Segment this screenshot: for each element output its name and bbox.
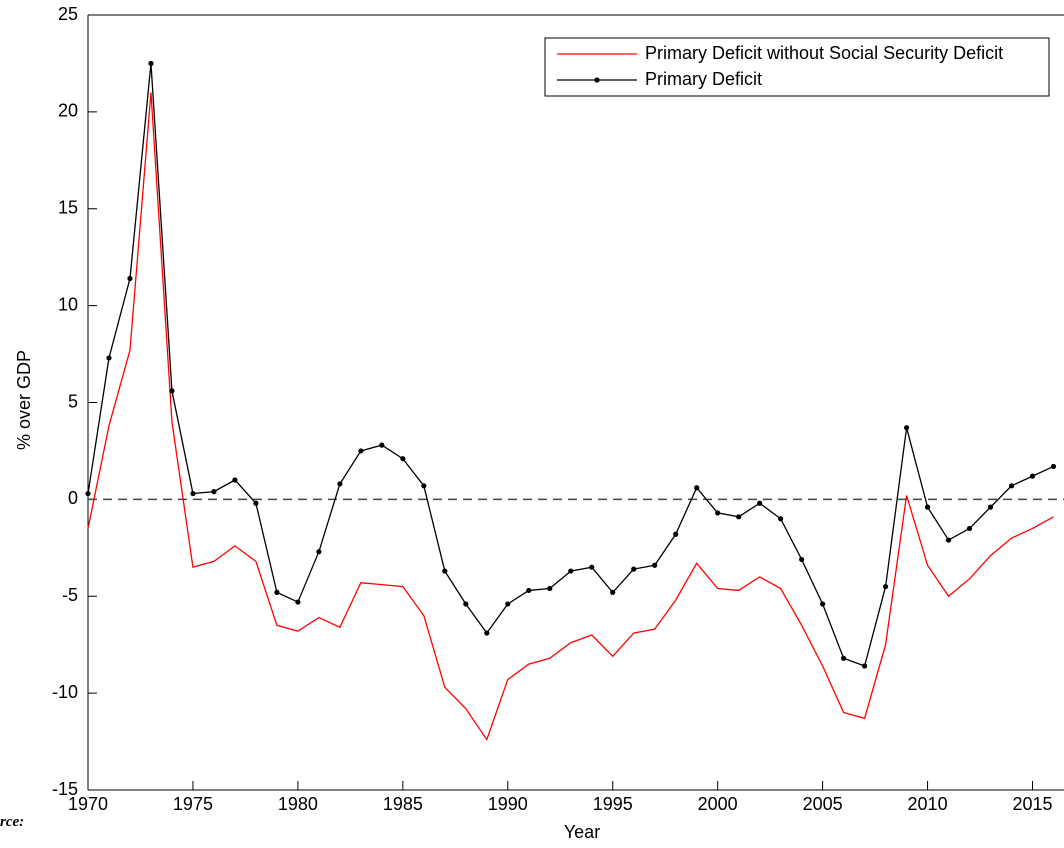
point [924, 504, 931, 510]
y-axis-label: % over GDP [14, 350, 34, 450]
point [337, 481, 343, 487]
point [715, 510, 721, 516]
x-tick-label: 1980 [278, 794, 318, 814]
legend-marker [594, 77, 600, 83]
point [85, 490, 91, 497]
legend-label: Primary Deficit [645, 69, 762, 89]
point [966, 525, 973, 532]
point [631, 566, 637, 572]
legend-box [544, 37, 1050, 97]
point [862, 663, 868, 669]
point [820, 601, 826, 607]
point [253, 500, 259, 506]
x-tick-label: 1970 [68, 794, 108, 814]
point [568, 568, 574, 574]
point [1008, 483, 1015, 489]
point [736, 514, 742, 520]
x-tick-label: 1985 [383, 794, 423, 814]
x-axis-label: Year [564, 822, 600, 842]
point [295, 599, 301, 605]
point [505, 601, 511, 607]
point [400, 456, 406, 462]
point [778, 516, 784, 522]
point [148, 60, 154, 67]
point [1029, 473, 1036, 479]
legend-label: Primary Deficit without Social Security … [645, 43, 1003, 63]
point [987, 504, 994, 510]
point [903, 425, 910, 431]
point [106, 355, 112, 361]
y-tick-label: 0 [68, 488, 78, 508]
point [484, 630, 490, 636]
source-note: rce: [0, 814, 24, 830]
y-tick-label: 20 [58, 101, 78, 121]
point [799, 556, 805, 563]
x-tick-label: 1975 [173, 794, 213, 814]
y-tick-label: 5 [68, 391, 78, 411]
point [526, 587, 532, 594]
x-tick-label: 2015 [1012, 794, 1052, 814]
x-tick-label: 2010 [908, 794, 948, 814]
point [694, 485, 700, 491]
point [945, 537, 952, 543]
y-tick-label: -10 [52, 682, 78, 702]
series-line [87, 63, 1054, 667]
point [610, 589, 616, 595]
y-tick-label: 15 [58, 198, 78, 218]
point [232, 477, 238, 483]
point [358, 448, 364, 454]
point [169, 388, 175, 394]
point [652, 562, 658, 568]
point [190, 490, 196, 497]
y-tick-label: -5 [62, 585, 78, 605]
y-tick-label: 10 [58, 294, 78, 314]
point [316, 549, 322, 555]
point [882, 583, 889, 590]
point [127, 275, 133, 282]
series-line [87, 92, 1054, 742]
point [673, 531, 679, 537]
point [442, 568, 448, 574]
point [1050, 463, 1057, 470]
x-tick-label: 2000 [698, 794, 738, 814]
x-tick-label: 1990 [488, 794, 528, 814]
x-tick-label: 1995 [593, 794, 633, 814]
point [379, 442, 385, 448]
point [757, 500, 763, 506]
y-tick-label: -15 [52, 779, 78, 799]
point [211, 489, 217, 495]
point [421, 483, 427, 489]
x-tick-label: 2005 [803, 794, 843, 814]
point [547, 585, 553, 592]
point [463, 601, 469, 607]
point [841, 655, 847, 661]
point [589, 564, 595, 570]
y-tick-label: 25 [58, 4, 78, 24]
point [274, 589, 280, 595]
